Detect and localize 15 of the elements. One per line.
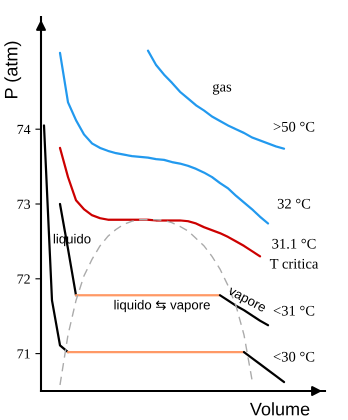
x-axis-title: Volume <box>250 402 310 416</box>
y-tick-label: 72 <box>18 274 30 284</box>
annotation: liquido ⇆ vapore <box>114 300 210 312</box>
annotation: >50 °C <box>274 122 314 132</box>
line-series <box>58 52 270 225</box>
y-tick-label: 73 <box>18 200 30 209</box>
annotation: T critica <box>270 258 318 269</box>
y-tick-label: 71 <box>18 349 30 358</box>
annotation: <30 °C <box>274 352 314 362</box>
y-tick-label: 74 <box>18 124 30 134</box>
annotation: gas <box>212 84 232 95</box>
annotation: 32 °C <box>278 198 310 209</box>
y-axis-title: P (atm) <box>4 42 22 98</box>
annotation: <31 °C <box>274 306 314 316</box>
annotation: 31.1 °C <box>272 238 316 249</box>
